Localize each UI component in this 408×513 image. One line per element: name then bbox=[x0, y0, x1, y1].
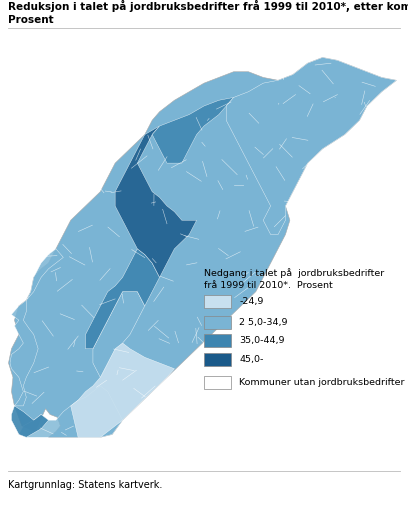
FancyBboxPatch shape bbox=[204, 315, 231, 328]
Text: Prosent: Prosent bbox=[8, 15, 54, 25]
Text: Reduksjon i talet på jordbruksbedrifter frå 1999 til 2010*, etter kommune.: Reduksjon i talet på jordbruksbedrifter … bbox=[8, 0, 408, 12]
Polygon shape bbox=[26, 249, 63, 300]
Text: Nedgang i talet på  jordbruksbedrifter
frå 1999 til 2010*.  Prosent: Nedgang i talet på jordbruksbedrifter fr… bbox=[204, 268, 384, 290]
Polygon shape bbox=[86, 249, 160, 349]
Polygon shape bbox=[152, 97, 234, 163]
Polygon shape bbox=[9, 57, 397, 437]
Polygon shape bbox=[11, 406, 49, 437]
Text: 35,0-44,9: 35,0-44,9 bbox=[239, 336, 285, 345]
Text: Kartgrunnlag: Statens kartverk.: Kartgrunnlag: Statens kartverk. bbox=[8, 480, 162, 489]
Polygon shape bbox=[71, 343, 174, 437]
Text: -24,9: -24,9 bbox=[239, 298, 264, 306]
Text: 45,0-: 45,0- bbox=[239, 355, 264, 364]
Polygon shape bbox=[93, 292, 145, 378]
FancyBboxPatch shape bbox=[204, 376, 231, 389]
Polygon shape bbox=[226, 57, 397, 234]
FancyBboxPatch shape bbox=[204, 334, 231, 347]
Text: 2 5,0-34,9: 2 5,0-34,9 bbox=[239, 318, 288, 327]
Text: Kommuner utan jordbruksbedrifter: Kommuner utan jordbruksbedrifter bbox=[239, 378, 405, 387]
Polygon shape bbox=[115, 126, 197, 278]
FancyBboxPatch shape bbox=[204, 295, 231, 308]
Polygon shape bbox=[19, 386, 122, 437]
FancyBboxPatch shape bbox=[204, 353, 231, 366]
Polygon shape bbox=[10, 300, 38, 406]
